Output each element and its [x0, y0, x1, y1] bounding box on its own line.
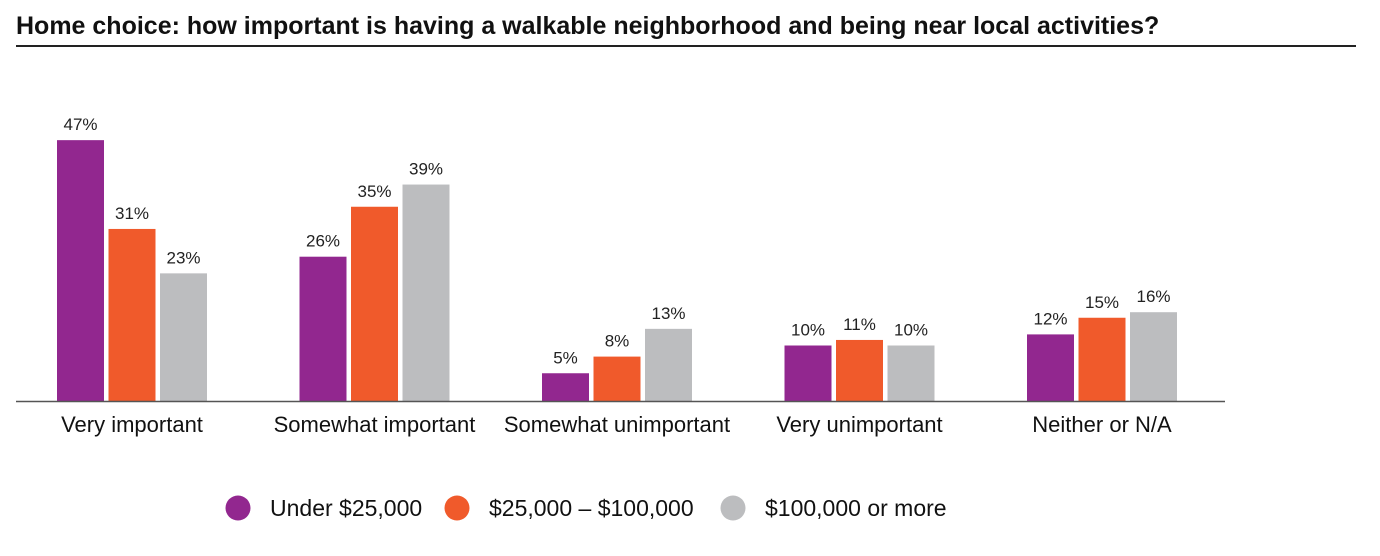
bar [1027, 334, 1074, 401]
data-label: 26% [306, 232, 340, 251]
bar [645, 328, 692, 401]
data-label: 47% [63, 115, 97, 134]
category-label: Very important [61, 412, 203, 437]
data-label: 23% [166, 248, 200, 267]
bar [836, 339, 883, 401]
data-label: 8% [605, 332, 630, 351]
chart-title: Home choice: how important is having a w… [16, 12, 1160, 40]
bar [1078, 317, 1126, 401]
bar [57, 140, 104, 401]
data-label: 5% [553, 348, 578, 367]
data-label: 11% [843, 315, 876, 334]
category-label: Very unimportant [776, 412, 942, 437]
legend-swatch [225, 495, 251, 521]
bar [108, 228, 156, 401]
bar [887, 345, 935, 401]
data-label: 16% [1136, 287, 1170, 306]
bar [160, 273, 207, 401]
data-label: 10% [894, 321, 928, 340]
legend-swatch [720, 495, 746, 521]
bar [402, 184, 450, 401]
bar [593, 356, 641, 401]
category-label: Somewhat important [274, 412, 476, 437]
bar [1130, 312, 1177, 401]
data-label: 13% [651, 304, 685, 323]
data-label: 39% [409, 160, 443, 179]
title-underline [16, 45, 1356, 47]
category-label: Somewhat unimportant [504, 412, 730, 437]
legend-label: $25,000 – $100,000 [489, 495, 694, 521]
category-label: Neither or N/A [1032, 412, 1172, 437]
bar [542, 373, 589, 401]
bar [351, 206, 398, 401]
legend-label: Under $25,000 [270, 495, 422, 521]
data-label: 35% [357, 182, 391, 201]
data-label: 10% [791, 321, 825, 340]
data-label: 12% [1033, 309, 1067, 328]
bar [784, 345, 832, 401]
data-label: 31% [115, 204, 149, 223]
legend-swatch [444, 495, 470, 521]
legend-label: $100,000 or more [765, 495, 947, 521]
bar [299, 256, 347, 401]
data-label: 15% [1085, 293, 1119, 312]
